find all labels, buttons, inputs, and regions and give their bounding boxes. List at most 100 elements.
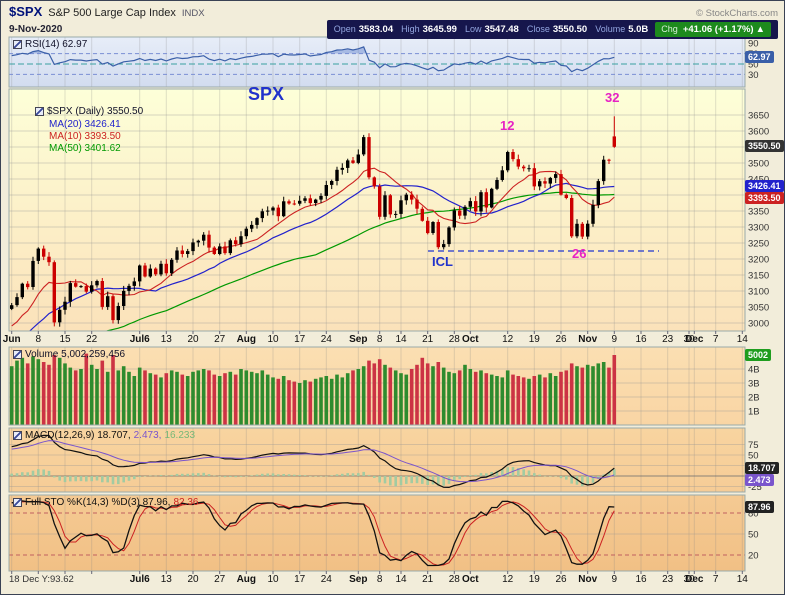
price-legend-text: $SPX (Daily) 3550.50 bbox=[47, 106, 144, 117]
low-label: Low bbox=[464, 24, 482, 34]
close-value-box: 3550.50 bbox=[745, 140, 784, 153]
x-axis-label: 20 bbox=[187, 334, 199, 345]
price-axis-label: 3500 bbox=[748, 159, 769, 170]
x-axis-label: 24 bbox=[321, 334, 333, 345]
open-label: Open bbox=[333, 24, 356, 34]
macd-indicator-icon bbox=[13, 431, 22, 440]
x-axis-label: Oct bbox=[462, 574, 479, 585]
x-axis-label: 17 bbox=[294, 574, 306, 585]
macd-legend: MACD(12,26,9) 18.707, 2.473, 16.233 bbox=[13, 430, 198, 441]
macd-panel-bg bbox=[9, 428, 745, 492]
rsi-legend-text: RSI(14) 62.97 bbox=[25, 39, 88, 50]
ma10-value-box: 3393.50 bbox=[745, 192, 784, 204]
x-axis-label: Jul6 bbox=[130, 574, 150, 585]
rsi-axis-label: 50 bbox=[748, 60, 759, 71]
ma20-line bbox=[28, 182, 615, 331]
price-panel-bg bbox=[9, 89, 745, 331]
close-label: Close bbox=[526, 24, 550, 34]
ma50-legend: MA(50) 3401.62 bbox=[49, 143, 121, 154]
macd-series bbox=[10, 434, 616, 489]
volume-axis-label: 4B bbox=[748, 365, 760, 376]
price-legend: $SPX (Daily) 3550.50 bbox=[35, 106, 146, 117]
high-value: 3645.99 bbox=[422, 24, 457, 35]
x-axis-label: 30 bbox=[683, 574, 695, 585]
price-axis-label: 3000 bbox=[748, 319, 769, 330]
x-axis-label: 14 bbox=[737, 574, 749, 585]
rsi-series bbox=[11, 46, 615, 73]
price-axis-label: 3350 bbox=[748, 207, 769, 218]
volume-value-box: 5002 bbox=[745, 348, 772, 361]
x-axis-label: 16 bbox=[635, 334, 647, 345]
price-axis-label: 3200 bbox=[748, 255, 769, 266]
annotation-count-26: 26 bbox=[572, 246, 587, 261]
x-axis-label: Aug bbox=[237, 574, 256, 585]
x-axis-label: Sep bbox=[349, 334, 367, 345]
x-axis-label: 23 bbox=[662, 334, 674, 345]
price-axis-label: 3050 bbox=[748, 303, 769, 314]
x-axis-label: 9 bbox=[612, 574, 618, 585]
x-axis-label: 16 bbox=[635, 574, 647, 585]
x-axis-label: 13 bbox=[161, 334, 173, 345]
rsi-line bbox=[11, 46, 615, 73]
macd-axis-label: -25 bbox=[748, 482, 762, 493]
x-axis-label: Aug bbox=[237, 334, 256, 345]
x-axis-label: 28 bbox=[449, 334, 461, 345]
x-axis-label: 7 bbox=[713, 574, 719, 585]
up-arrow-icon: ▲ bbox=[755, 24, 765, 35]
ma20-value-box: 3426.41 bbox=[745, 180, 784, 192]
x-axis-label: 14 bbox=[395, 574, 407, 585]
x-axis-label: 27 bbox=[214, 334, 226, 345]
x-axis-label: 14 bbox=[737, 334, 749, 345]
x-axis-label: Jul6 bbox=[130, 334, 150, 345]
ma10-legend: MA(10) 3393.50 bbox=[49, 131, 121, 142]
rsi-axis-label: 90 bbox=[748, 39, 759, 50]
x-axis-label: 30 bbox=[683, 334, 695, 345]
sto-indicator-icon bbox=[13, 498, 22, 507]
sto-axis-label: 20 bbox=[748, 551, 759, 562]
volume-label: Volume bbox=[595, 24, 626, 34]
price-axis-label: 3150 bbox=[748, 271, 769, 282]
x-axis-label: 17 bbox=[294, 334, 306, 345]
volume-axis-label: 1B bbox=[748, 407, 760, 418]
x-axis-label: 10 bbox=[267, 574, 279, 585]
price-axis-label: 3600 bbox=[748, 127, 769, 138]
x-axis-label: 8 bbox=[377, 574, 383, 585]
x-axis-label: 13 bbox=[161, 574, 173, 585]
macd-value-box: 18.707 bbox=[745, 461, 779, 474]
x-axis-label: 28 bbox=[449, 574, 461, 585]
price-series bbox=[10, 116, 659, 331]
x-axis-label: 14 bbox=[395, 334, 407, 345]
volume-legend: Volume 5,002,259,456 bbox=[13, 349, 128, 360]
index-name: S&P 500 Large Cap Index bbox=[48, 7, 176, 19]
change-value: +41.06 (+1.17%) bbox=[682, 24, 754, 35]
price-axis-label: 3650 bbox=[748, 111, 769, 122]
volume-legend-text: Volume 5,002,259,456 bbox=[25, 349, 126, 360]
sto-panel-bg bbox=[9, 495, 745, 571]
change-badge: Chg +41.06 (+1.17%) ▲ bbox=[655, 22, 771, 37]
annotation-spx: SPX bbox=[248, 84, 285, 104]
x-axis-label: 23 bbox=[662, 574, 674, 585]
x-axis-label: Dec bbox=[685, 574, 704, 585]
volume-bars bbox=[9, 353, 617, 425]
x-axis-label: 8 bbox=[377, 334, 383, 345]
high-label: High bbox=[401, 24, 420, 34]
x-axis-label: 26 bbox=[555, 334, 567, 345]
sto-value-box: 87.96 bbox=[745, 500, 774, 513]
macd-signal-line bbox=[11, 440, 615, 483]
sto-series bbox=[11, 500, 615, 567]
x-axis-label: 21 bbox=[422, 574, 434, 585]
rsi-indicator-icon bbox=[13, 40, 22, 49]
volume-value: 5.0B bbox=[628, 24, 649, 35]
rsi-value-box: 62.97 bbox=[745, 50, 774, 63]
x-axis-label: 8 bbox=[36, 334, 42, 345]
x-axis-label: 15 bbox=[59, 334, 71, 345]
x-axis-label: Jun bbox=[3, 334, 21, 345]
x-axis-label: Nov bbox=[578, 574, 597, 585]
x-axis-label: 7 bbox=[713, 334, 719, 345]
ma20-legend: MA(20) 3426.41 bbox=[49, 119, 121, 130]
symbol: $SPX bbox=[9, 4, 43, 19]
macd-signal-value-box: 2.473 bbox=[745, 473, 774, 486]
x-axis-label: 26 bbox=[555, 574, 567, 585]
